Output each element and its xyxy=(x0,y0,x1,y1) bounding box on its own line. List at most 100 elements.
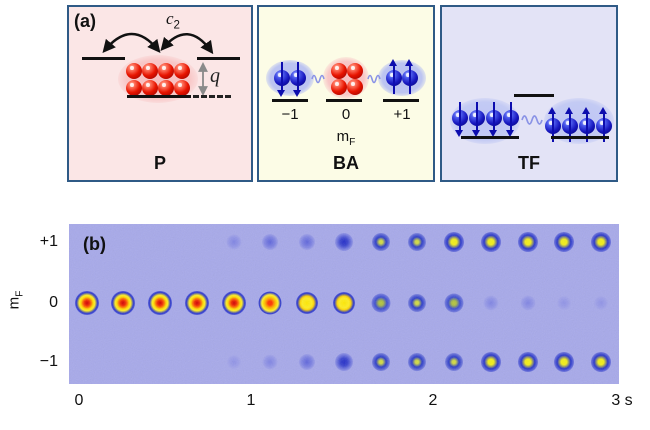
coupling-squiggle-icon xyxy=(311,74,325,84)
atom-spot-mf+1 xyxy=(262,234,279,250)
atom-spot-mf+1 xyxy=(591,232,611,252)
spin-arrow-head xyxy=(582,107,591,114)
atom-spot-mf-1 xyxy=(262,354,278,370)
atom-spot-mf-1 xyxy=(334,353,353,371)
level-label-minus1: −1 xyxy=(281,106,299,123)
level-label-0: 0 xyxy=(341,106,351,123)
atom-spot-mf+1 xyxy=(334,233,353,251)
b-xtick-1: 1 xyxy=(246,392,256,409)
blue-atom-spin-up xyxy=(562,107,578,145)
atom-spot-mf0 xyxy=(111,291,136,315)
atom-spot-mf+1 xyxy=(371,233,390,251)
blue-atom-spin-down xyxy=(503,99,519,137)
spin-mixing-arrows-graphic xyxy=(102,32,214,96)
atom-spot-mf-1 xyxy=(591,352,611,372)
spin-arrow-head xyxy=(548,107,557,114)
atom-spot-mf-1 xyxy=(408,353,427,371)
coupling-squiggle-icon xyxy=(521,115,543,125)
red-atom xyxy=(158,63,174,79)
b-xtick-3s: 3 s xyxy=(611,392,633,409)
level-line-plus1 xyxy=(197,57,240,60)
red-atom xyxy=(174,63,190,79)
spin-arrow-shaft xyxy=(568,113,572,142)
spin-arrow-shaft xyxy=(585,113,589,142)
blue-atom-spin-down xyxy=(452,99,468,137)
atom-spot-mf+1 xyxy=(517,232,538,252)
atom-cloud-mf-plus1 xyxy=(378,59,426,97)
mf-axis-label: mF xyxy=(336,128,356,148)
atom-spot-mf-1 xyxy=(480,352,501,372)
atom-spot-mf-1 xyxy=(554,352,575,372)
red-atom xyxy=(126,80,142,96)
atom-spot-mf+1 xyxy=(480,232,501,252)
atom-spot-mf0 xyxy=(258,291,282,315)
atom-spot-mf0 xyxy=(296,292,318,314)
blue-atom-spin-down xyxy=(469,99,485,137)
b-xtick-2: 2 xyxy=(428,392,438,409)
atom-spot-mf-1 xyxy=(445,353,463,371)
atom-spot-mf+1 xyxy=(408,233,427,251)
b-xtick-0: 0 xyxy=(74,392,84,409)
red-atom xyxy=(142,80,158,96)
spin-arrow-head xyxy=(389,59,398,66)
atom-spot-mf0 xyxy=(371,293,390,313)
atom-spot-mf0 xyxy=(520,295,535,311)
red-atom xyxy=(174,80,190,96)
atom-spot-mf-1 xyxy=(226,355,241,369)
spin-arrow-shaft xyxy=(280,62,284,91)
red-atom xyxy=(347,79,363,95)
blue-atom-spin-down xyxy=(486,99,502,137)
spin-arrow-shaft xyxy=(492,102,496,131)
atom-spot-mf0 xyxy=(408,294,427,312)
spin-mixing-arrow-right xyxy=(160,33,214,55)
level-line-plus1 xyxy=(383,99,419,102)
atom-spot-mf0 xyxy=(184,291,209,315)
spin-arrow-shaft xyxy=(392,65,396,94)
atom-spot-mf-1 xyxy=(299,354,315,370)
spin-mixing-coupling-label: c2 xyxy=(166,9,180,32)
atom-cloud-mf0 xyxy=(323,57,369,99)
atom-spot-mf0 xyxy=(444,293,464,313)
spin-arrow-shaft xyxy=(458,102,462,131)
red-atom xyxy=(331,63,347,79)
spin-arrow-head xyxy=(472,130,481,137)
panel-a-broken-axisymmetry-phase: −1 0 +1 mF BA xyxy=(257,5,435,182)
spin-arrow-head xyxy=(489,130,498,137)
spin-arrow-shaft xyxy=(602,113,606,142)
spin-arrow-shaft xyxy=(475,102,479,131)
red-atom xyxy=(142,63,158,79)
spin-arrow-shaft xyxy=(408,65,412,94)
blue-atom-spin-up xyxy=(545,107,561,145)
atom-spot-mf0 xyxy=(332,292,355,314)
level-line-mf0 xyxy=(127,95,191,98)
atom-spot-mf0 xyxy=(74,291,99,315)
level-line-left-domain xyxy=(461,136,519,139)
level-label-plus1: +1 xyxy=(393,106,411,123)
blue-atom-spin-up xyxy=(579,107,595,145)
blue-atom-spin-up xyxy=(596,107,612,145)
red-atom xyxy=(347,63,363,79)
b-ytick-0: 0 xyxy=(49,294,58,311)
spin-arrow-head xyxy=(455,130,464,137)
atom-cloud-mf-minus1 xyxy=(266,59,314,97)
level-line-minus1 xyxy=(82,57,125,60)
spin-arrow-head xyxy=(565,107,574,114)
panel-a-transverse-ferromagnet-phase: TF xyxy=(440,5,618,182)
panel-b-label: (b) xyxy=(83,234,106,254)
atom-spot-mf+1 xyxy=(299,234,315,250)
spin-arrow-shaft xyxy=(296,62,300,91)
atom-spot-mf-1 xyxy=(517,352,538,372)
phase-label-p: P xyxy=(153,153,166,173)
blue-atom-spin-down xyxy=(274,59,290,97)
level-line-minus1 xyxy=(272,99,308,102)
red-atom xyxy=(331,79,347,95)
red-atom xyxy=(126,63,142,79)
blue-atom-spin-up xyxy=(386,59,402,97)
level-line-right-domain xyxy=(551,136,609,139)
blue-atom-spin-down xyxy=(290,59,306,97)
atom-spot-mf0 xyxy=(557,296,572,310)
atom-spot-mf+1 xyxy=(554,232,575,252)
atom-spot-mf+1 xyxy=(226,234,241,250)
atom-spot-mf-1 xyxy=(371,353,390,371)
